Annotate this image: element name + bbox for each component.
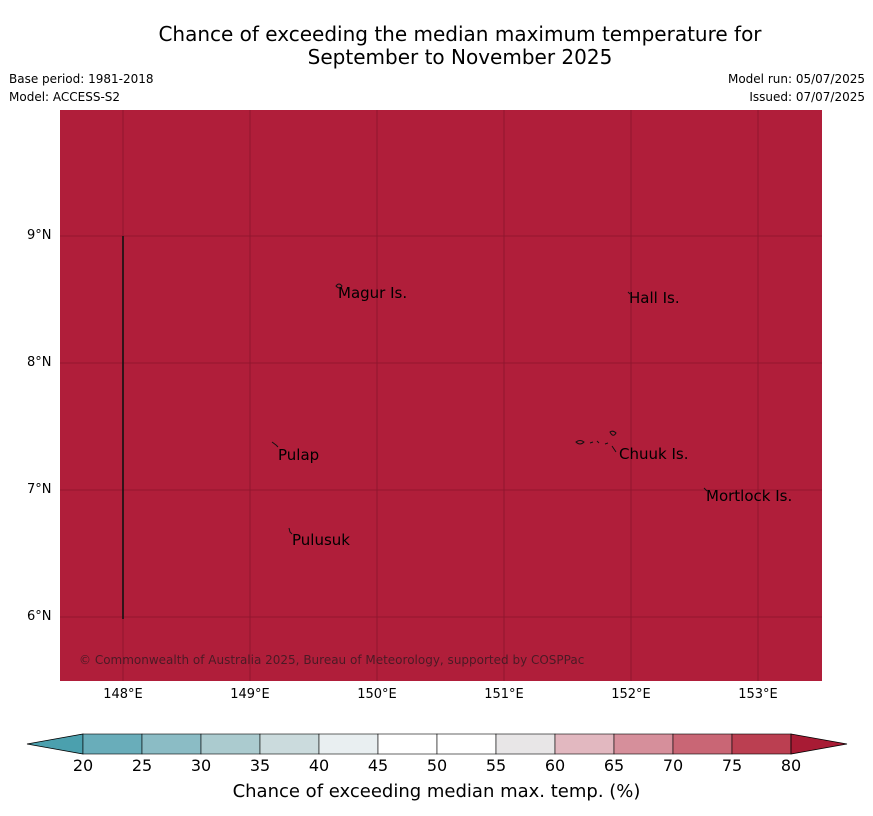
issued-text: Issued: 07/07/2025	[749, 90, 865, 104]
model-run-text: Model run: 05/07/2025	[727, 72, 865, 86]
base-period-text: Base period: 1981-2018	[9, 72, 154, 86]
colorbar-segment	[82, 733, 143, 755]
hall-island-shape	[627, 291, 631, 295]
colorbar-segment	[436, 733, 497, 755]
place-label: Hall Is.	[629, 289, 680, 307]
colorbar-tick: 70	[662, 756, 684, 775]
colorbar-tick: 60	[544, 756, 566, 775]
colorbar-segment	[259, 733, 320, 755]
colorbar-segment	[731, 733, 792, 755]
colorbar	[26, 733, 848, 755]
colorbar-tick: 50	[426, 756, 448, 775]
magur-island-shape	[335, 283, 343, 289]
colorbar-segment	[200, 733, 261, 755]
lat-label: 6°N	[27, 609, 52, 624]
colorbar-segment	[495, 733, 556, 755]
map-panel[interactable]: Magur Is. Hall Is. Pulap Chuuk Is. Mortl…	[60, 110, 822, 681]
map-title-line1: Chance of exceeding the median maximum t…	[158, 22, 762, 46]
colorbar-tick: 65	[603, 756, 625, 775]
colorbar-segment	[377, 733, 438, 755]
colorbar-segment	[141, 733, 202, 755]
colorbar-tick: 20	[72, 756, 94, 775]
map-grid-svg	[60, 110, 822, 681]
meta-left: Base period: 1981-2018 Model: ACCESS-S2	[9, 70, 154, 106]
mortlock-island-shape	[703, 487, 708, 492]
meta-right: Model run: 05/07/2025 Issued: 07/07/2025	[728, 70, 865, 106]
place-label: Pulap	[278, 446, 320, 464]
chuuk-island-shapes	[575, 430, 617, 453]
lon-label: 149°E	[230, 687, 270, 702]
colorbar-tick: 30	[190, 756, 212, 775]
lon-label: 151°E	[484, 687, 524, 702]
colorbar-extend-high	[790, 733, 848, 755]
colorbar-tick: 80	[780, 756, 802, 775]
colorbar-tick: 45	[367, 756, 389, 775]
colorbar-title: Chance of exceeding median max. temp. (%…	[232, 781, 641, 802]
lon-label: 148°E	[103, 687, 143, 702]
place-label: Chuuk Is.	[619, 445, 689, 463]
place-label: Magur Is.	[338, 284, 408, 302]
colorbar-tick: 40	[308, 756, 330, 775]
island-outlines	[271, 283, 708, 535]
pulap-island-shape	[271, 441, 279, 448]
colorbar-tick: 35	[249, 756, 271, 775]
lat-label: 8°N	[27, 355, 52, 370]
place-label: Mortlock Is.	[706, 487, 793, 505]
model-text: Model: ACCESS-S2	[9, 90, 121, 104]
colorbar-segment	[554, 733, 615, 755]
lat-label: 9°N	[27, 228, 52, 243]
map-title-line2: September to November 2025	[307, 45, 613, 69]
colorbar-tick: 25	[131, 756, 153, 775]
pulusuk-island-shape	[288, 527, 293, 535]
gridlines	[60, 110, 822, 681]
colorbar-segment	[613, 733, 674, 755]
colorbar-segment	[672, 733, 733, 755]
colorbar-tick: 75	[721, 756, 743, 775]
lon-label: 152°E	[611, 687, 651, 702]
colorbar-extend-low	[26, 733, 84, 755]
lon-label: 153°E	[738, 687, 778, 702]
colorbar-segment	[318, 733, 379, 755]
place-label: Pulusuk	[292, 531, 350, 549]
lon-label: 150°E	[357, 687, 397, 702]
colorbar-tick: 55	[485, 756, 507, 775]
lat-label: 7°N	[27, 482, 52, 497]
copyright-text: © Commonwealth of Australia 2025, Bureau…	[79, 653, 585, 667]
